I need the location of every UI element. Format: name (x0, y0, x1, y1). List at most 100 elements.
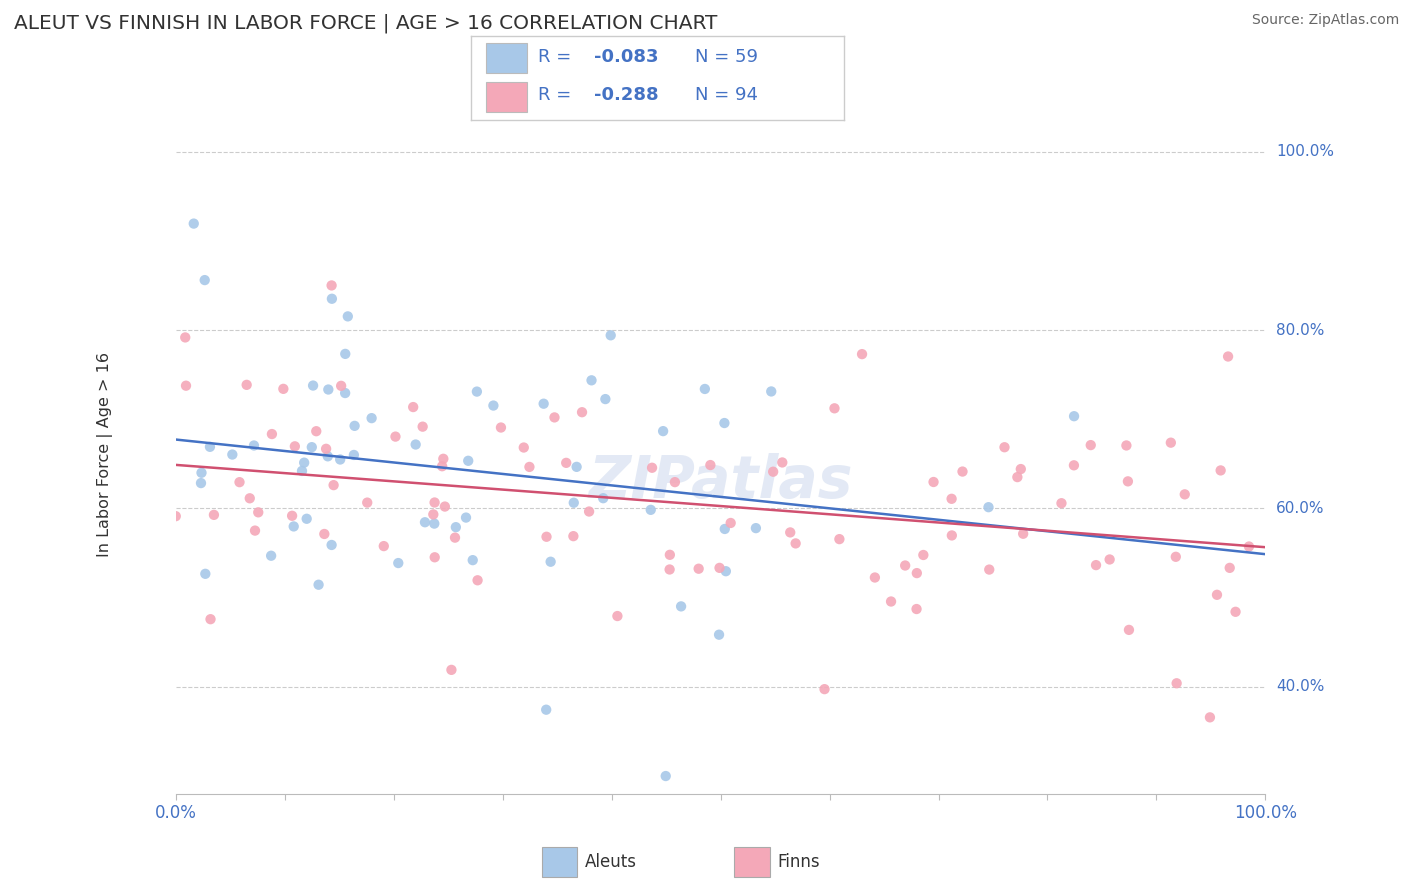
Point (330, 379, 353, 393)
Point (413, 515, 436, 529)
Point (693, 382, 716, 396)
Point (454, 510, 477, 524)
Point (305, 424, 328, 438)
Text: 80.0%: 80.0% (1277, 323, 1324, 337)
Point (824, 401, 846, 416)
Point (571, 405, 593, 419)
Point (1118, 623, 1140, 637)
Point (709, 561, 731, 575)
Point (658, 562, 681, 576)
Point (360, 411, 382, 425)
Point (1010, 462, 1032, 476)
Point (316, 450, 339, 464)
Point (813, 682, 835, 697)
Text: R =: R = (538, 87, 576, 104)
Point (745, 521, 768, 535)
Point (761, 384, 783, 399)
Point (423, 495, 446, 509)
Point (779, 525, 801, 540)
Point (198, 440, 221, 454)
Text: Source: ZipAtlas.com: Source: ZipAtlas.com (1251, 13, 1399, 28)
Point (540, 555, 562, 569)
Point (281, 508, 304, 523)
Point (165, 509, 187, 524)
Text: In Labor Force | Age > 16: In Labor Force | Age > 16 (97, 352, 112, 558)
Point (174, 378, 197, 392)
Bar (734, 847, 770, 877)
Point (356, 495, 378, 509)
Point (318, 383, 340, 397)
Point (461, 553, 484, 567)
Point (239, 491, 262, 506)
Text: N = 59: N = 59 (695, 48, 758, 66)
Point (1160, 435, 1182, 450)
Point (664, 475, 686, 489)
Point (519, 459, 541, 474)
Point (534, 703, 557, 717)
Point (430, 459, 453, 474)
Text: R =: R = (538, 48, 576, 66)
Text: Aleuts: Aleuts (585, 853, 637, 871)
Point (194, 273, 217, 287)
Point (894, 558, 917, 573)
Point (770, 455, 793, 469)
Point (977, 500, 1000, 515)
Point (440, 663, 463, 677)
Point (457, 454, 479, 468)
Point (235, 377, 257, 392)
Point (1116, 475, 1139, 489)
Point (190, 476, 212, 491)
Point (699, 458, 721, 472)
Point (1237, 540, 1260, 554)
Point (851, 347, 873, 361)
Point (444, 531, 467, 545)
Point (658, 548, 681, 562)
Point (713, 416, 735, 430)
Point (243, 524, 266, 538)
Point (284, 439, 307, 453)
Point (228, 475, 250, 490)
Point (562, 529, 585, 543)
Point (333, 386, 356, 401)
Point (555, 456, 578, 470)
Point (905, 566, 928, 580)
Point (423, 516, 446, 531)
Point (321, 538, 343, 552)
Point (482, 399, 505, 413)
Text: N = 94: N = 94 (695, 87, 758, 104)
Point (713, 522, 735, 536)
Point (688, 562, 710, 576)
Point (295, 512, 318, 526)
Point (273, 382, 295, 396)
Point (343, 418, 366, 433)
Text: Finns: Finns (778, 853, 821, 871)
Point (762, 465, 785, 479)
Point (1199, 710, 1222, 724)
Point (243, 438, 266, 452)
Point (412, 419, 434, 434)
Point (247, 505, 270, 519)
Point (260, 549, 283, 563)
Point (308, 578, 330, 592)
Text: ALEUT VS FINNISH IN LABOR FORCE | AGE > 16 CORRELATION CHART: ALEUT VS FINNISH IN LABOR FORCE | AGE > … (14, 13, 717, 33)
Point (513, 441, 536, 455)
Point (581, 373, 603, 387)
Point (707, 628, 730, 642)
Point (405, 437, 427, 451)
Point (880, 594, 903, 608)
Point (174, 330, 197, 344)
Point (941, 491, 963, 506)
Point (292, 456, 315, 470)
Point (595, 392, 617, 406)
Point (533, 397, 555, 411)
Point (423, 550, 446, 565)
Point (335, 347, 357, 361)
Point (444, 520, 467, 534)
Point (402, 400, 425, 414)
Point (785, 536, 807, 550)
Point (291, 464, 314, 478)
Point (343, 448, 366, 462)
Point (336, 310, 359, 324)
Bar (486, 44, 527, 73)
Point (922, 475, 945, 489)
